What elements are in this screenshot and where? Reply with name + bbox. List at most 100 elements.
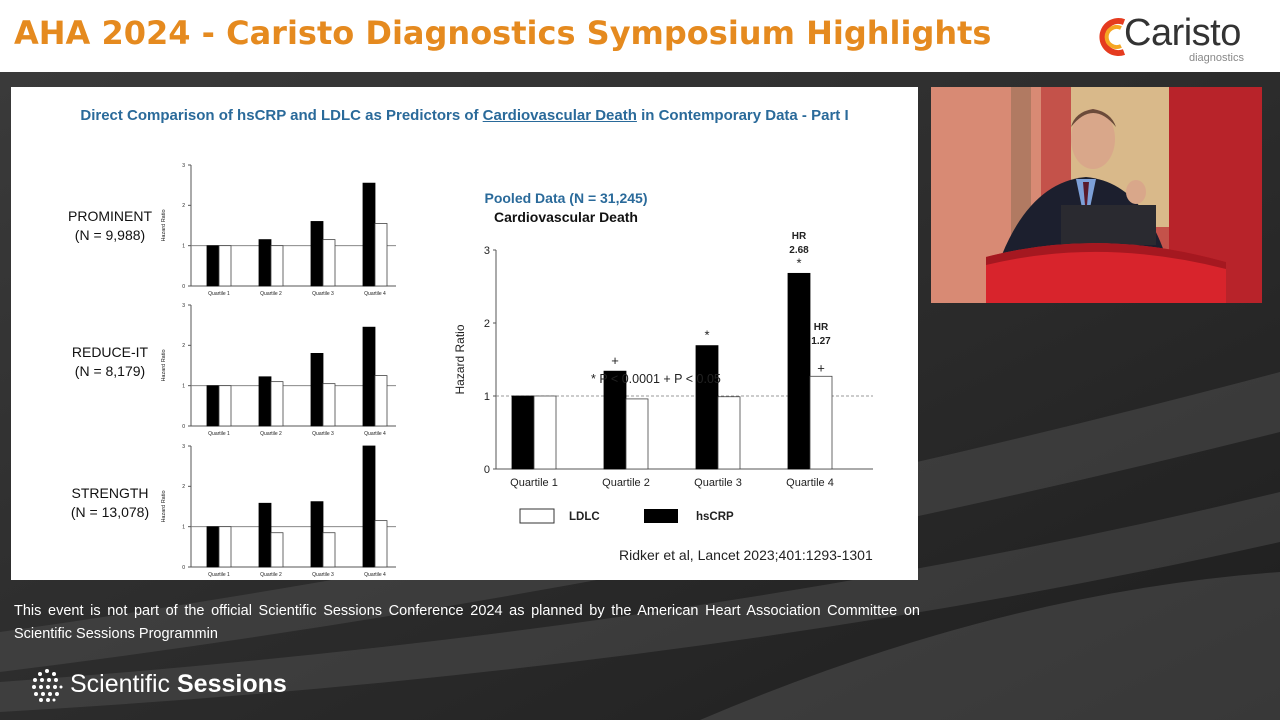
y-tick-label: 2 [182,484,185,490]
bar-ldlc [218,385,232,427]
x-tick-label: Quartile 1 [510,477,558,489]
slide-title: Direct Comparison of hsCRP and LDLC as P… [11,107,918,124]
header-bar: AHA 2024 - Caristo Diagnostics Symposium… [0,0,1280,72]
bar-hscrp [258,502,272,568]
chart-strength: 0 1 2 3 Hazard Ratio Quartile 1 Quartile 2 Quar… [161,444,396,578]
scientific-sessions-brand: Scientific Sessions [30,664,330,704]
x-tick-label: Quartile 1 [208,431,230,437]
significance-marker: * [796,255,801,270]
x-tick-label: Quartile 1 [208,291,230,297]
y-tick-label: 3 [182,444,185,450]
bar-hscrp [310,221,324,287]
hr-label: HR [792,231,807,242]
hr-value: 1.27 [811,336,831,347]
trial-label-reduce-it: REDUCE-IT (N = 8,179) [35,343,185,381]
y-tick-label: 1 [182,524,185,530]
bar-ldlc [270,381,284,427]
chart-reduce-it: 0 1 2 3 Hazard Ratio Quartile 1 Quartile 2 Quar… [161,303,396,437]
bar-hscrp [310,501,324,568]
bar-ldlc [374,223,388,287]
x-tick-label: Quartile 2 [260,572,282,578]
pooled-title: Pooled Data (N = 31,245) [484,190,647,206]
bar-hscrp [695,345,719,470]
legend-label-ldlc: LDLC [569,511,600,523]
trial-name: PROMINENT [68,208,152,224]
x-tick-label: Quartile 4 [364,291,386,297]
bar-hscrp [258,376,272,427]
x-tick-label: Quartile 2 [602,477,650,489]
caristo-logo-icon [1099,18,1126,56]
y-tick-label: 3 [182,163,185,169]
bar-hscrp [787,272,811,470]
bar-ldlc [270,245,284,287]
header-title: AHA 2024 - Caristo Diagnostics Symposium… [14,14,992,52]
slide-title-pre: Direct Comparison of hsCRP and LDLC as P… [80,107,483,124]
y-tick-label: 0 [182,565,185,571]
y-axis-label: Hazard Ratio [453,324,467,394]
speaker-video [931,87,1262,303]
bar-ldlc [374,375,388,427]
bar-ldlc [218,245,232,287]
bar-ldlc [809,375,833,470]
y-tick-label: 3 [484,245,490,257]
y-tick-label: 0 [484,464,490,476]
x-tick-label: Quartile 3 [312,431,334,437]
trial-label-prominent: PROMINENT (N = 9,988) [35,207,185,245]
trial-name: STRENGTH [71,485,149,501]
bar-hscrp [362,326,376,427]
bar-hscrp [258,239,272,287]
chart-prominent: 0 1 2 3 Hazard Ratio Quartile 1 Quartile 2 Quar… [161,163,396,297]
hr-value: 2.68 [789,245,809,256]
x-tick-label: Quartile 1 [208,572,230,578]
x-tick-label: Quartile 4 [364,572,386,578]
brand-light: Scientific [70,670,177,698]
significance-marker: * [704,328,709,343]
slide-title-post: in Contemporary Data - Part I [636,107,849,124]
legend-label-hscrp: hsCRP [696,511,734,523]
x-tick-label: Quartile 4 [364,431,386,437]
y-tick-label: 1 [182,383,185,389]
bar-hscrp [511,395,535,470]
trial-n: (N = 13,078) [70,504,150,520]
y-tick-label: 3 [182,303,185,309]
y-tick-label: 2 [182,343,185,349]
slide: Direct Comparison of hsCRP and LDLC as P… [11,87,918,580]
y-tick-label: 2 [484,318,490,330]
bar-ldlc [533,395,557,470]
brand-bold: Sessions [176,670,287,698]
significance-legend: * P < 0.0001 + P < 0.05 [591,372,721,386]
podium [986,243,1226,303]
x-tick-label: Quartile 3 [312,291,334,297]
bar-ldlc [322,532,336,568]
y-tick-label: 0 [182,284,185,290]
laptop [1061,205,1156,245]
bar-ldlc [322,383,336,427]
y-tick-label: 2 [182,203,185,209]
hr-label: HR [814,322,829,333]
bar-ldlc [218,526,232,568]
x-tick-label: Quartile 4 [786,477,834,489]
trial-n: (N = 8,179) [74,363,146,379]
bar-hscrp [206,526,220,568]
bar-hscrp [362,182,376,287]
y-tick-label: 1 [182,243,185,249]
y-axis-label: Hazard Ratio [161,490,167,522]
x-tick-label: Quartile 3 [312,572,334,578]
significance-marker: + [611,353,619,368]
trial-n: (N = 9,988) [74,227,146,243]
y-axis-label: Hazard Ratio [161,349,167,381]
trial-label-strength: STRENGTH (N = 13,078) [35,484,185,522]
caristo-logo: Caristo diagnostics [1094,10,1254,66]
y-tick-label: 1 [484,391,490,403]
logo-subtitle: diagnostics [1188,52,1244,64]
dot-globe-icon [32,669,63,702]
pooled-subtitle: Cardiovascular Death [494,209,638,225]
logo-wordmark: Caristo [1124,12,1241,54]
bar-ldlc [374,520,388,568]
legend-swatch-hscrp [644,509,678,523]
disclaimer-text: This event is not part of the official S… [14,603,920,642]
bar-ldlc [322,239,336,287]
bar-ldlc [717,396,741,470]
chart-pooled: 0 1 2 3 Hazard Ratio Quartile 1 Quartile 2 + Qua… [453,190,873,524]
bar-hscrp [310,353,324,427]
